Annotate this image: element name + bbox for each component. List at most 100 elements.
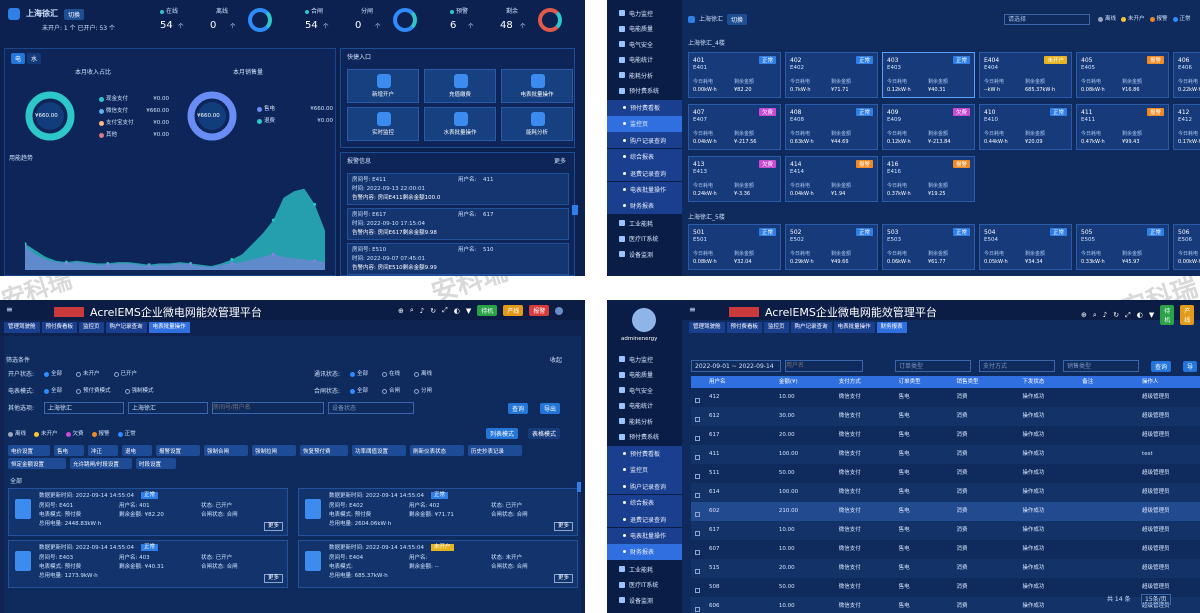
quick-entry-button[interactable]: 水表批量操作 [424,107,496,141]
tab-water[interactable]: 水 [27,53,42,64]
table-row[interactable]: 412 10.00 微信支付 售电 消费 操作成功 超级管理员 [691,388,1200,407]
sidebar-item[interactable]: 能耗分析 [607,414,682,428]
row-checkbox[interactable] [691,407,707,426]
room-card[interactable]: 412 E412 今日耗电 0.17kW·h [1173,104,1200,150]
meter-card[interactable]: 数据更新时间: 2022-09-14 14:55:04 正常 房间号: E403 用户… [8,540,288,588]
radio-option[interactable]: 预付费模式 [76,388,111,395]
export-button[interactable]: 导 [1183,361,1198,372]
table-row[interactable]: 617 10.00 微信支付 售电 消费 操作成功 超级管理员 [691,521,1200,540]
room-card[interactable]: 411 E411 报警 今日耗电 剩余金额 0.47kW·h ¥99.43 [1076,104,1169,150]
column-header[interactable]: 用户名 [708,378,726,385]
globe-icon[interactable]: ⊕ [398,306,404,315]
table-row[interactable]: 511 50.00 微信支付 售电 消费 操作成功 超级管理员 [691,464,1200,483]
device-status-select[interactable]: 设备状态 [328,402,414,414]
operation-button[interactable]: 恒定金额设置 [8,458,66,469]
row-checkbox[interactable] [691,559,707,578]
radio-option[interactable]: 离线 [414,371,432,378]
sidebar-item[interactable]: 电力监控 [607,6,682,20]
badge-standby[interactable]: 待机 [1160,305,1175,325]
alarm-item[interactable]: 房间号: E411 用户名: 411 时间: 2022-09-13 22:00:01 告… [347,173,569,205]
column-header[interactable]: 下发状态 [1022,378,1045,385]
page-tab[interactable]: 管理驾驶舱 [4,322,40,333]
radio-option[interactable]: 全部 [44,388,62,395]
radio-option[interactable]: 已开户 [113,371,137,378]
column-header[interactable]: 支付方式 [838,378,861,385]
sidebar-item[interactable]: 电能质量 [607,22,682,36]
meter-card[interactable]: 数据更新时间: 2022-09-14 14:55:04 正常 房间号: E401 用户… [8,488,288,536]
sidebar-item[interactable]: 工业能耗 [607,216,682,230]
operation-button[interactable]: 强制拉闸 [252,445,296,456]
row-checkbox[interactable] [691,464,707,483]
collapse-button[interactable]: 收起 [550,357,563,364]
sound-icon[interactable]: ♪ [419,306,425,315]
radio-option[interactable]: 在线 [382,371,400,378]
sidebar-subitem[interactable]: 财务报表 [607,197,682,214]
shirt-icon[interactable]: ▼ [465,306,472,315]
quick-entry-button[interactable]: 新增开户 [347,69,419,103]
sale-type-select[interactable]: 销售类型 [1063,360,1139,372]
radio-option[interactable]: 强制模式 [124,388,154,395]
radio-option[interactable]: 合闸 [382,388,400,395]
badge-alarm[interactable]: 报警 [529,305,550,316]
more-button[interactable]: 更多 [553,574,573,583]
switch-button[interactable]: 切换 [64,8,85,20]
room-card[interactable]: 506 E506 今日耗电 0.00kW·h [1173,224,1200,270]
sidebar-item[interactable]: 电能统计 [607,399,682,413]
table-row[interactable]: 617 20.00 微信支付 售电 消费 操作成功 超级管理员 [691,426,1200,445]
operation-button[interactable]: 电价设置 [8,445,50,456]
refresh-icon[interactable]: ↻ [430,306,437,315]
badge-standby[interactable]: 待机 [477,305,498,316]
sidebar-item[interactable]: 医疗IT系统 [607,232,682,246]
list-mode-button[interactable]: 列表模式 [486,428,519,439]
room-card[interactable]: 502 E502 正常 今日耗电 剩余金额 0.29kW·h ¥49.66 [785,224,878,270]
sidebar-subitem[interactable]: 监控页 [607,461,682,478]
row-checkbox[interactable] [691,502,707,521]
more-link[interactable]: 更多 [553,158,566,165]
room-card[interactable]: 416 E416 报警 今日耗电 剩余金额 0.37kW·h ¥19.25 [882,156,975,202]
user-search-input[interactable] [785,360,863,372]
column-header[interactable]: 销售类型 [956,378,979,385]
quick-entry-button[interactable]: 实时监控 [347,107,419,141]
room-card[interactable]: 503 E503 正常 今日耗电 剩余金额 0.06kW·h ¥61.77 [882,224,975,270]
sidebar-item[interactable]: 电力监控 [607,352,682,366]
sidebar-item[interactable]: 电气安全 [607,37,682,51]
room-card[interactable]: 407 E407 欠费 今日耗电 剩余金额 0.04kW·h ¥-217.56 [688,104,781,150]
meter-card[interactable]: 数据更新时间: 2022-09-14 14:55:04 正常 房间号: E402 用户… [298,488,578,536]
quick-entry-button[interactable]: 充值缴费 [424,69,496,103]
switch-button[interactable]: 切换 [727,14,748,25]
sidebar-item[interactable]: 电能质量 [607,368,682,382]
menu-icon[interactable]: ≡ [6,305,13,314]
room-card[interactable]: 414 E414 报警 今日耗电 剩余金额 0.04kW·h ¥1.94 [785,156,878,202]
sidebar-subitem[interactable]: 综合报表 [607,494,682,511]
more-button[interactable]: 更多 [263,522,283,531]
room-card[interactable]: 413 E413 欠费 今日耗电 剩余金额 0.24kW·h ¥-3.36 [688,156,781,202]
room-card[interactable]: 406 E406 今日耗电 0.22kW·h [1173,52,1200,98]
globe-icon[interactable]: ⊕ [1081,311,1087,319]
tab-electric[interactable]: 电 [11,53,26,64]
region-select[interactable]: 上海徐汇 [44,402,124,414]
row-checkbox[interactable] [691,483,707,502]
search-icon[interactable]: ⌕ [409,306,414,314]
column-header[interactable]: 金额(¥) [778,378,798,385]
room-search-input[interactable] [212,402,324,414]
radio-option[interactable]: 未开户 [76,371,100,378]
meter-card[interactable]: 数据更新时间: 2022-09-14 14:55:04 未开户 房间号: E404 用… [298,540,578,588]
page-tab[interactable]: 购户记录查询 [105,322,147,333]
radio-option[interactable]: 全部 [350,371,368,378]
table-row[interactable]: 614 100.00 微信支付 售电 消费 操作成功 超级管理员 [691,483,1200,502]
table-row[interactable]: 515 20.00 微信支付 售电 消费 操作成功 超级管理员 [691,559,1200,578]
user-avatar[interactable] [555,306,564,315]
sidebar-subitem[interactable]: 电表批量操作 [607,181,682,198]
row-checkbox[interactable] [691,388,707,407]
table-mode-button[interactable]: 表格模式 [528,428,561,439]
table-row[interactable]: 606 10.00 微信支付 售电 消费 操作成功 超级管理员 [691,597,1200,613]
export-button[interactable]: 导出 [540,403,561,414]
page-tab[interactable]: 电表批量操作 [833,322,875,333]
alarm-item[interactable]: 房间号: E510 用户名: 510 时间: 2022-09-07 07:45:01 告… [347,243,569,275]
room-card[interactable]: 505 E505 正常 今日耗电 剩余金额 0.33kW·h ¥45.97 [1076,224,1169,270]
building-select[interactable]: 上海徐汇 [128,402,208,414]
operation-button[interactable]: 时段设置 [136,458,176,469]
operation-button[interactable]: 冲正 [88,445,118,456]
sidebar-item[interactable]: 电气安全 [607,383,682,397]
alarm-item[interactable]: 房间号: E617 用户名: 617 时间: 2022-09-10 17:15:04 告… [347,208,569,240]
